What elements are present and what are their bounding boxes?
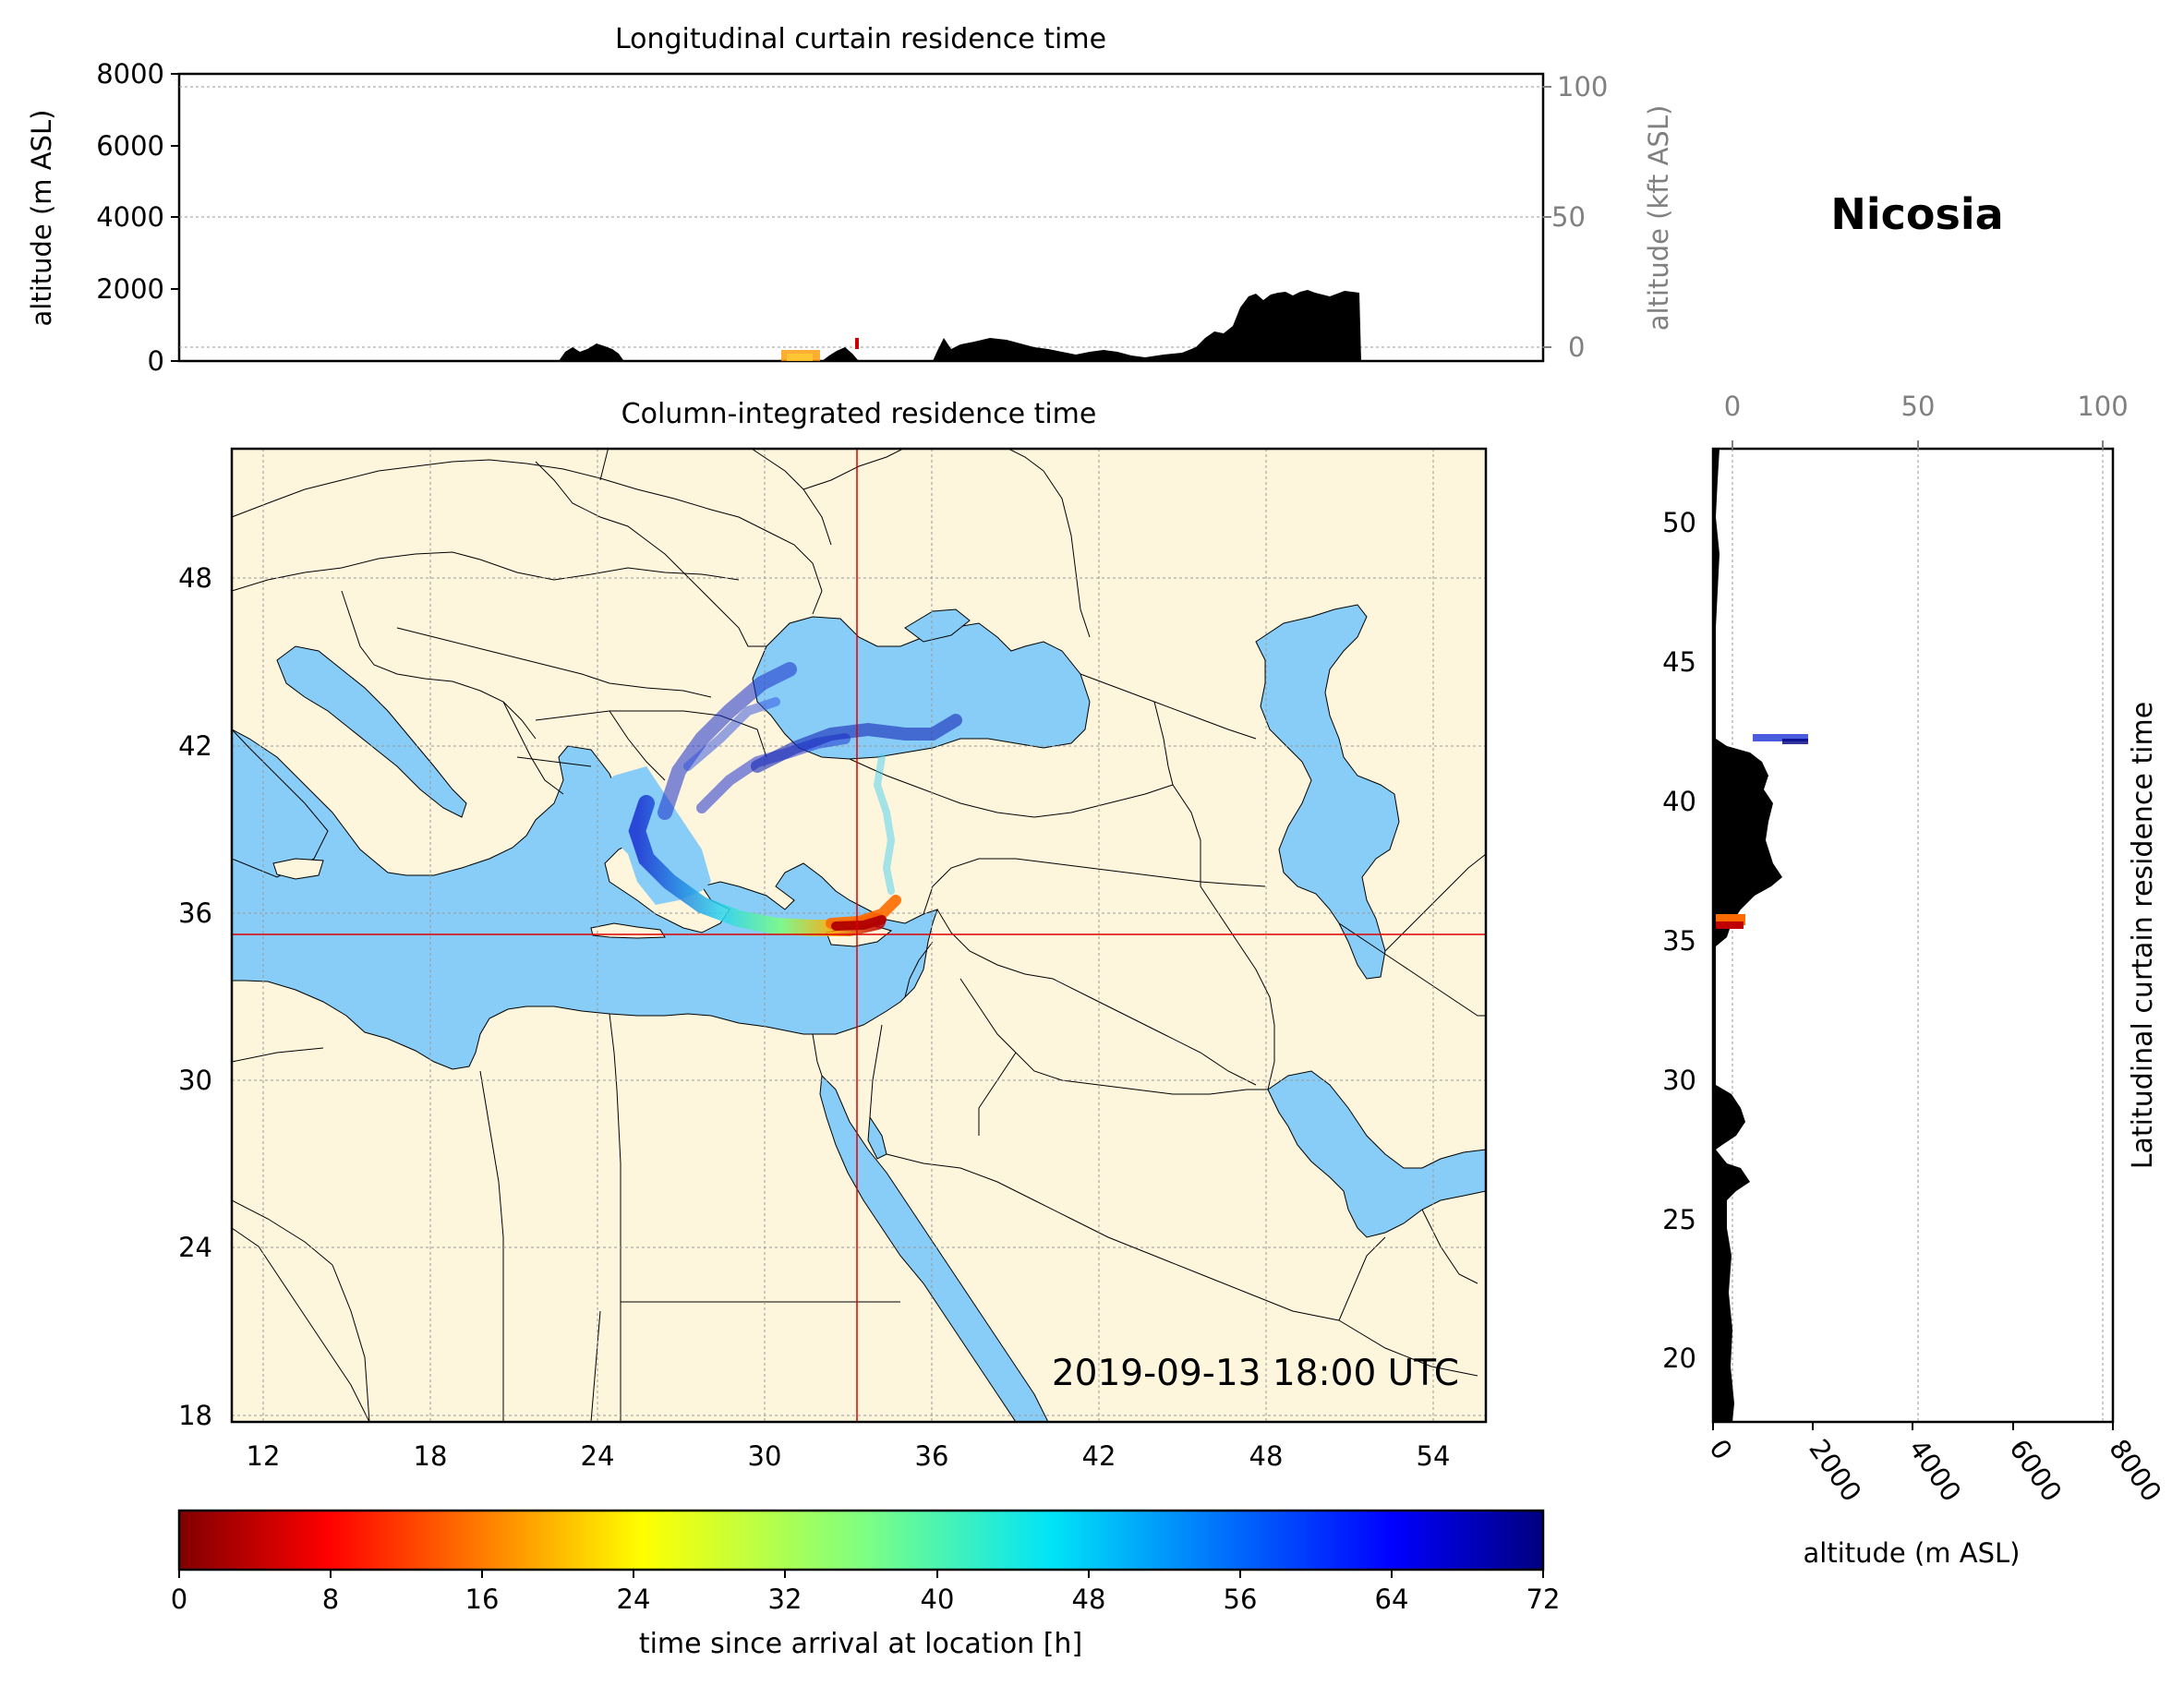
colorbar: 0 8 16 24 32 40 48 56 64 72 time since a… [171, 1509, 1561, 1660]
map-panel: Column-integrated residence time [178, 398, 1488, 1472]
sea-of-azov [904, 608, 971, 643]
top-left-axis-label: altitude (m ASL) [26, 110, 57, 327]
colorbar-tick-label: 48 [1072, 1584, 1106, 1615]
colorbar-tick-label: 0 [171, 1584, 187, 1615]
map-gridlines [232, 449, 1486, 1422]
side-residence-patch [1753, 734, 1808, 741]
side-panel-frame [1711, 447, 2115, 1424]
side-y-tick-label: 45 [1662, 646, 1696, 678]
country-borders [232, 449, 1486, 1422]
adriatic-sea [276, 645, 467, 818]
colorbar-tick-label: 72 [1526, 1584, 1561, 1615]
plume-source [831, 915, 887, 931]
map-x-axis: 12 18 24 30 36 42 48 54 [247, 1440, 1451, 1472]
side-y-tick-label: 25 [1662, 1204, 1696, 1235]
side-top-tick-label: 0 [1724, 391, 1741, 422]
longitudinal-panel: Longitudinal curtain residence time 0 20… [26, 23, 1674, 377]
colorbar-gradient [177, 1509, 1545, 1572]
map-x-tick-label: 36 [915, 1440, 949, 1472]
map-panel-title: Column-integrated residence time [621, 398, 1097, 430]
top-right-tick-label: 100 [1557, 71, 1608, 102]
map-y-tick-label: 30 [178, 1065, 212, 1096]
colorbar-label: time since arrival at location [h] [639, 1628, 1082, 1660]
top-terrain [559, 290, 1361, 361]
side-y-tick-label: 40 [1662, 786, 1696, 817]
top-left-tick-label: 2000 [96, 273, 164, 305]
top-left-tick-label: 0 [148, 345, 164, 377]
mediterranean-sea [232, 729, 938, 1070]
map-timestamp: 2019-09-13 18:00 UTC [1052, 1353, 1459, 1394]
map-y-tick-label: 42 [178, 730, 212, 762]
map-y-tick-label: 48 [178, 562, 212, 594]
side-top-axis: 0 50 100 [1724, 391, 2129, 449]
map-x-tick-label: 48 [1249, 1440, 1284, 1472]
side-y-tick-label: 50 [1662, 507, 1696, 538]
side-bottom-tick-label: 0 [1703, 1434, 1738, 1466]
top-left-tick-label: 6000 [96, 130, 164, 162]
side-residence-patch [1716, 921, 1744, 929]
side-bottom-axis: 0 2000 4000 6000 8000 [1703, 1422, 2167, 1507]
aegean-sea [591, 766, 711, 905]
map-x-tick-label: 42 [1082, 1440, 1116, 1472]
colorbar-ticks: 0 8 16 24 32 40 48 56 64 72 [171, 1570, 1561, 1615]
top-right-axis-label: altitude (kft ASL) [1643, 105, 1674, 331]
colorbar-tick-label: 8 [322, 1584, 339, 1615]
map-x-tick-label: 54 [1417, 1440, 1451, 1472]
gulf-of-aqaba [867, 1115, 887, 1160]
top-right-tick-label: 50 [1551, 201, 1586, 233]
top-right-axis: 0 50 100 [1543, 71, 1608, 363]
tyrrhenian-sea [232, 729, 329, 878]
plume-return-arc [873, 753, 896, 895]
top-residence-patch [855, 338, 859, 349]
colorbar-tick-label: 32 [768, 1584, 802, 1615]
residence-plume [628, 662, 962, 936]
colorbar-tick-label: 64 [1375, 1584, 1409, 1615]
top-left-tick-label: 4000 [96, 201, 164, 233]
colorbar-tick-label: 24 [617, 1584, 651, 1615]
map-y-tick-label: 18 [178, 1400, 212, 1431]
sicily [272, 858, 324, 880]
side-y-tick-label: 35 [1662, 925, 1696, 957]
map-frame [230, 447, 1488, 1424]
side-top-tick-label: 50 [1901, 391, 1936, 422]
colorbar-tick-label: 40 [921, 1584, 955, 1615]
side-right-axis-label: Latitudinal curtain residence time [2127, 702, 2159, 1169]
side-terrain [1713, 449, 1782, 1422]
red-sea [819, 1074, 1049, 1422]
side-bottom-tick-label: 2000 [1803, 1434, 1867, 1508]
persian-gulf [1267, 1070, 1486, 1238]
colorbar-tick-label: 56 [1224, 1584, 1258, 1615]
map-x-tick-label: 30 [748, 1440, 782, 1472]
map-x-tick-label: 24 [581, 1440, 615, 1472]
side-residence-patch [1782, 739, 1808, 744]
colorbar-tick-label: 16 [465, 1584, 500, 1615]
top-right-tick-label: 0 [1568, 331, 1585, 363]
plume-blue-arc [683, 697, 780, 771]
side-x-axis-label: altitude (m ASL) [1804, 1537, 2021, 1569]
side-top-tick-label: 100 [2077, 391, 2128, 422]
side-bottom-tick-label: 4000 [1902, 1434, 1967, 1508]
latitudinal-panel: 20 25 30 35 40 45 50 0 50 100 0 2000 400… [1662, 391, 2167, 1569]
black-sea [752, 616, 1091, 760]
side-y-axis: 20 25 30 35 40 45 50 [1662, 507, 1696, 1374]
side-y-tick-label: 20 [1662, 1343, 1696, 1374]
map-y-tick-label: 36 [178, 897, 212, 929]
plume-blue-arc [751, 714, 962, 773]
map-x-tick-label: 12 [247, 1440, 281, 1472]
side-bottom-tick-label: 6000 [2003, 1434, 2068, 1508]
top-residence-patch [787, 354, 813, 361]
top-left-axis: 0 2000 4000 6000 8000 [96, 58, 179, 377]
map-y-tick-label: 24 [178, 1232, 212, 1263]
map-x-tick-label: 18 [414, 1440, 448, 1472]
map-y-axis: 18 24 30 36 42 48 [178, 562, 212, 1431]
top-left-tick-label: 8000 [96, 58, 164, 90]
caspian-sea [1255, 604, 1400, 980]
plume-blue-arc [658, 662, 797, 820]
top-panel-title: Longitudinal curtain residence time [615, 23, 1106, 55]
side-bottom-tick-label: 8000 [2103, 1434, 2167, 1508]
location-title: Nicosia [1830, 189, 2003, 239]
side-y-tick-label: 30 [1662, 1065, 1696, 1096]
